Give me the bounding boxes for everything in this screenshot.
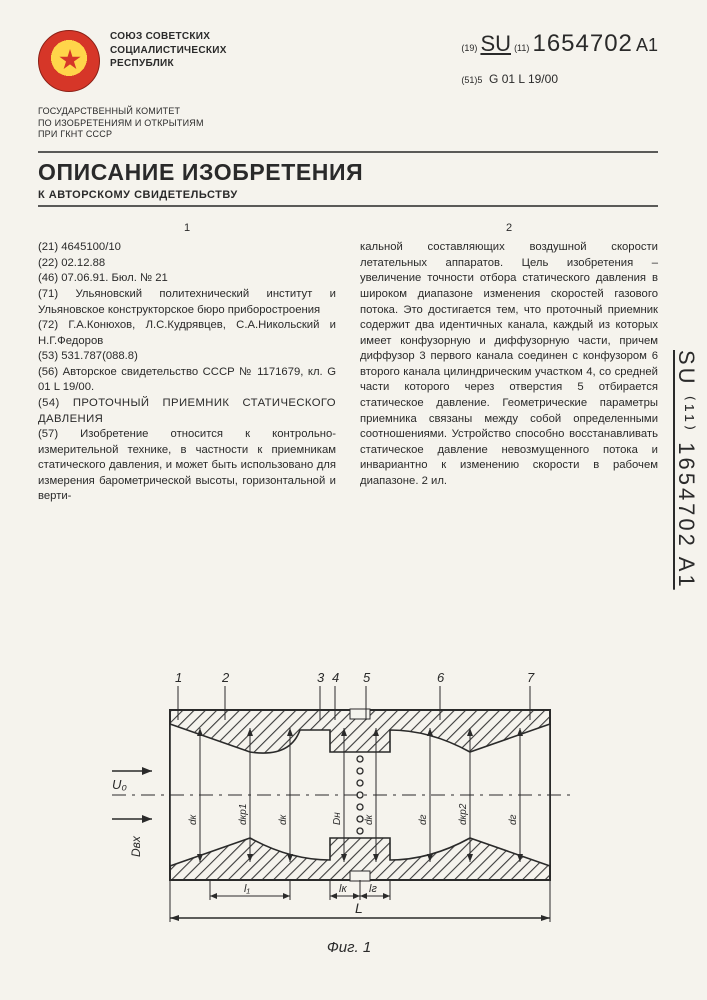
- svg-text:5: 5: [363, 670, 371, 685]
- ussr-emblem-icon: [38, 30, 100, 92]
- issuer-line: РЕСПУБЛИК: [110, 57, 227, 71]
- column-left: 1 (21) 4645100/10 (22) 02.12.88 (46) 07.…: [38, 221, 336, 505]
- text-columns: 1 (21) 4645100/10 (22) 02.12.88 (46) 07.…: [38, 221, 658, 505]
- svg-text:lк: lк: [339, 883, 347, 895]
- figure-1: U₀Dвх1234567dкdкр1dкDнdкdгdкр2dгLl₁lкlг …: [40, 660, 658, 980]
- svg-text:L: L: [355, 900, 363, 916]
- svg-text:3: 3: [317, 670, 325, 685]
- field-72: (72) Г.А.Конюхов, Л.С.Кудрявцев, С.А.Ник…: [38, 318, 336, 349]
- svg-text:Dвх: Dвх: [129, 835, 143, 857]
- svg-text:dк: dк: [364, 813, 375, 825]
- issuer-line: СОЦИАЛИСТИЧЕСКИХ: [110, 44, 227, 58]
- svg-text:dкр1: dкр1: [238, 804, 249, 825]
- svg-text:dг: dг: [418, 814, 429, 825]
- header-row: СОЮЗ СОВЕТСКИХ СОЦИАЛИСТИЧЕСКИХ РЕСПУБЛИ…: [38, 30, 658, 92]
- main-title: ОПИСАНИЕ ИЗОБРЕТЕНИЯ: [38, 159, 658, 186]
- abstract-text: кальной составляющих воздушной скорости …: [360, 240, 658, 489]
- figure-caption: Фиг. 1: [40, 939, 658, 956]
- svg-text:l₁: l₁: [244, 883, 250, 895]
- pub-kind: A1: [636, 35, 658, 55]
- field-46: (46) 07.06.91. Бюл. № 21: [38, 271, 336, 287]
- svg-text:6: 6: [437, 670, 445, 685]
- pub-number-line: (19) SU (11) 1654702 A1: [461, 30, 658, 58]
- divider: [38, 151, 658, 153]
- field-51: (51)5: [461, 75, 482, 85]
- field-57: (57) Изобретение относится к контрольно-…: [38, 427, 336, 505]
- field-19: (19): [461, 43, 477, 53]
- svg-text:Dн: Dн: [332, 812, 343, 825]
- field-71: (71) Ульяновский политехнический институ…: [38, 287, 336, 318]
- publication-code: (19) SU (11) 1654702 A1 (51)5 G 01 L 19/…: [461, 30, 658, 86]
- committee-line: ПРИ ГКНТ СССР: [38, 129, 658, 141]
- column-right: 2 кальной составляющих воздушной скорост…: [360, 221, 658, 505]
- committee-block: ГОСУДАРСТВЕННЫЙ КОМИТЕТ ПО ИЗОБРЕТЕНИЯМ …: [38, 106, 658, 141]
- svg-text:7: 7: [527, 670, 535, 685]
- patent-page: СОЮЗ СОВЕТСКИХ СОЦИАЛИСТИЧЕСКИХ РЕСПУБЛИ…: [38, 30, 658, 505]
- svg-text:1: 1: [175, 670, 182, 685]
- svg-text:dк: dк: [278, 813, 289, 825]
- issuer-block: СОЮЗ СОВЕТСКИХ СОЦИАЛИСТИЧЕСКИХ РЕСПУБЛИ…: [110, 30, 227, 71]
- field-22: (22) 02.12.88: [38, 256, 336, 272]
- sub-title: К АВТОРСКОМУ СВИДЕТЕЛЬСТВУ: [38, 189, 658, 201]
- column-number: 2: [360, 221, 658, 236]
- pub-number: 1654702: [532, 30, 632, 57]
- svg-text:dг: dг: [508, 814, 519, 825]
- committee-line: ПО ИЗОБРЕТЕНИЯМ И ОТКРЫТИЯМ: [38, 118, 658, 130]
- svg-text:2: 2: [221, 670, 230, 685]
- field-54: (54) ПРОТОЧНЫЙ ПРИЕМНИК СТАТИЧЕСКОГО ДАВ…: [38, 396, 336, 427]
- svg-text:dк: dк: [188, 813, 199, 825]
- field-11: (11): [514, 43, 529, 53]
- divider: [38, 205, 658, 207]
- svg-text:lг: lг: [369, 883, 377, 895]
- svg-text:dкр2: dкр2: [458, 803, 469, 825]
- figure-svg: U₀ Dвх 1 2 34 5 6 7 dк dкр1 dк Dн dк dг dкр2 dг Ll₁ lк lг: [40, 660, 658, 930]
- column-number: 1: [38, 221, 336, 236]
- field-21: (21) 4645100/10: [38, 240, 336, 256]
- ipc-code: G 01 L 19/00: [489, 72, 558, 86]
- field-56: (56) Авторское свидетельство СССР № 1171…: [38, 365, 336, 396]
- side-code-text: SU ⁽¹¹⁾ 1654702 A1: [674, 350, 699, 590]
- committee-line: ГОСУДАРСТВЕННЫЙ КОМИТЕТ: [38, 106, 658, 118]
- svg-text:U₀: U₀: [112, 777, 127, 792]
- pub-country: SU: [480, 31, 511, 57]
- ipc-line: (51)5 G 01 L 19/00: [461, 72, 658, 86]
- side-code-vertical: SU ⁽¹¹⁾ 1654702 A1: [673, 350, 699, 590]
- issuer-line: СОЮЗ СОВЕТСКИХ: [110, 30, 227, 44]
- field-53: (53) 531.787(088.8): [38, 349, 336, 365]
- svg-text:4: 4: [332, 670, 339, 685]
